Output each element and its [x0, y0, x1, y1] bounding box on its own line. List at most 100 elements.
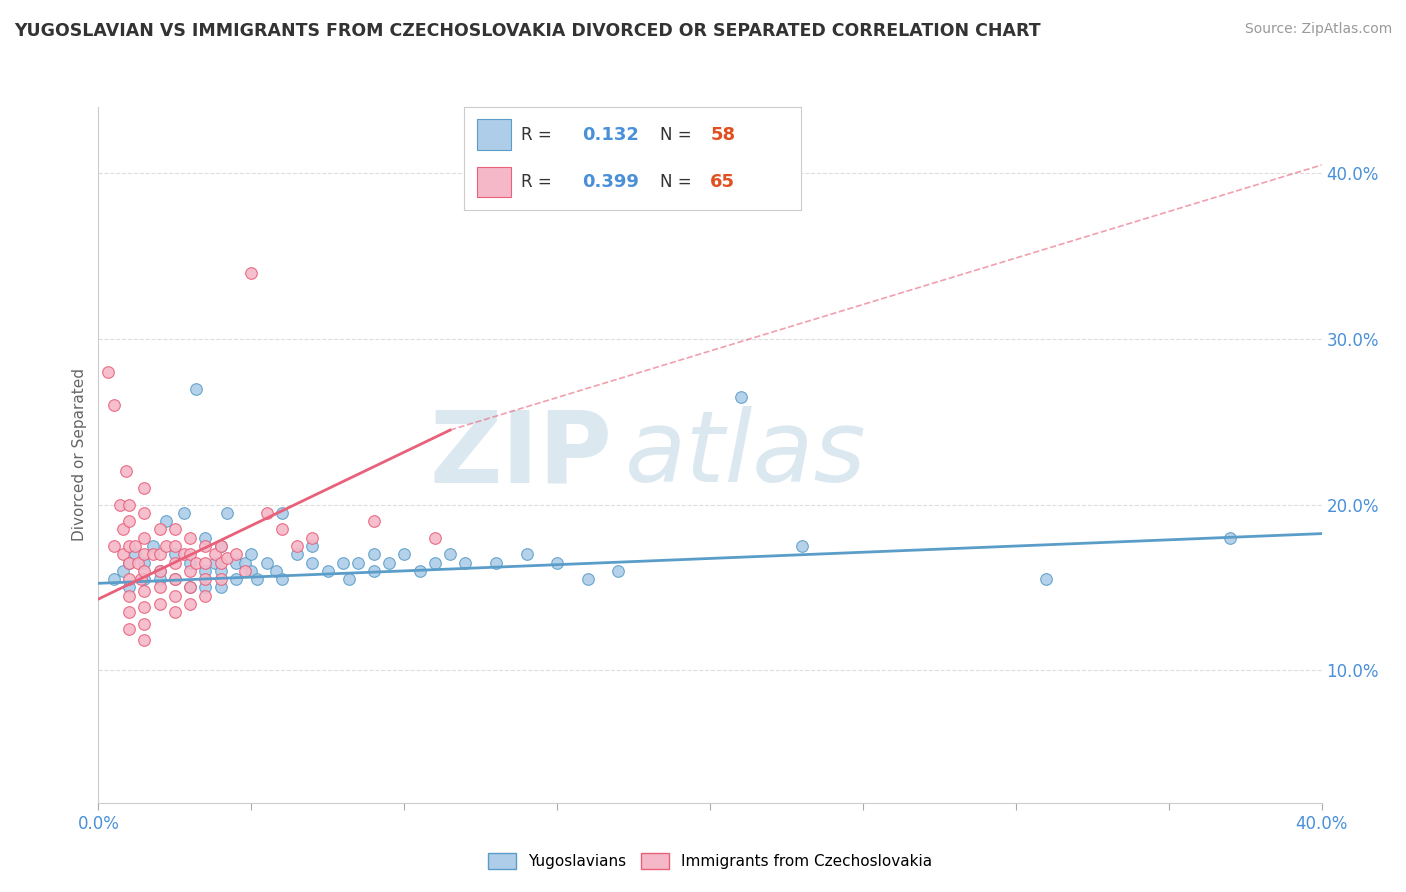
Point [173, 547, 195, 561]
Point [347, 556, 370, 570]
Text: R =: R = [522, 126, 557, 144]
Point [103, 539, 125, 553]
Point [134, 506, 156, 520]
Point [179, 547, 201, 561]
Point [134, 564, 156, 578]
Point [209, 539, 232, 553]
Text: 58: 58 [710, 126, 735, 144]
Point [270, 523, 292, 537]
Point [103, 572, 125, 586]
Point [264, 564, 287, 578]
Legend: Yugoslavians, Immigrants from Czechoslovakia: Yugoslavians, Immigrants from Czechoslov… [482, 847, 938, 875]
Point [256, 506, 278, 520]
Text: 0.399: 0.399 [582, 173, 638, 191]
Point [124, 539, 146, 553]
Point [97, 365, 120, 379]
Point [118, 605, 141, 619]
Point [225, 547, 247, 561]
Point [179, 556, 201, 570]
Point [118, 556, 141, 570]
Point [111, 547, 134, 561]
Point [179, 564, 201, 578]
Point [179, 581, 201, 595]
Point [134, 616, 156, 631]
Text: atlas: atlas [624, 407, 866, 503]
Point [225, 572, 247, 586]
Text: N =: N = [659, 126, 696, 144]
Y-axis label: Divorced or Separated: Divorced or Separated [72, 368, 87, 541]
Point [316, 564, 339, 578]
Point [215, 550, 238, 565]
Point [332, 556, 354, 570]
Point [209, 581, 232, 595]
Point [142, 539, 165, 553]
Point [149, 564, 172, 578]
Bar [478, 167, 512, 197]
Point [730, 390, 752, 404]
Point [111, 523, 134, 537]
Point [149, 523, 172, 537]
Point [194, 572, 217, 586]
Point [194, 589, 217, 603]
Text: R =: R = [522, 173, 557, 191]
Point [607, 564, 630, 578]
Point [454, 556, 477, 570]
Point [134, 572, 156, 586]
Point [194, 531, 217, 545]
Point [108, 498, 131, 512]
Point [576, 572, 599, 586]
Point [163, 572, 186, 586]
Point [155, 514, 177, 528]
Text: ZIP: ZIP [429, 407, 612, 503]
Point [285, 547, 308, 561]
Point [163, 589, 186, 603]
Point [204, 547, 226, 561]
Point [337, 572, 360, 586]
Point [485, 556, 508, 570]
Point [240, 564, 263, 578]
Point [423, 531, 446, 545]
Point [378, 556, 401, 570]
Point [127, 556, 149, 570]
Point [173, 506, 195, 520]
Point [194, 556, 217, 570]
Point [129, 572, 152, 586]
Point [118, 556, 141, 570]
Point [118, 572, 141, 586]
Point [155, 539, 177, 553]
Point [516, 547, 538, 561]
Point [163, 605, 186, 619]
Point [149, 581, 172, 595]
Point [285, 539, 308, 553]
Point [204, 556, 226, 570]
Point [194, 581, 217, 595]
Point [115, 465, 138, 479]
Point [246, 572, 269, 586]
Point [209, 556, 232, 570]
Point [186, 556, 208, 570]
Point [134, 556, 156, 570]
Point [363, 547, 385, 561]
Point [163, 572, 186, 586]
Point [392, 547, 416, 561]
Bar [478, 120, 512, 150]
Point [118, 498, 141, 512]
Point [301, 539, 323, 553]
Point [118, 622, 141, 636]
Point [118, 539, 141, 553]
Point [179, 597, 201, 611]
Text: N =: N = [659, 173, 696, 191]
Point [194, 539, 217, 553]
Point [134, 583, 156, 598]
Text: Source: ZipAtlas.com: Source: ZipAtlas.com [1244, 22, 1392, 37]
Point [301, 531, 323, 545]
Point [215, 506, 238, 520]
Point [118, 514, 141, 528]
Point [134, 481, 156, 495]
Text: 0.132: 0.132 [582, 126, 638, 144]
Point [225, 556, 247, 570]
Point [118, 589, 141, 603]
Point [240, 266, 263, 280]
Point [209, 564, 232, 578]
Point [134, 531, 156, 545]
